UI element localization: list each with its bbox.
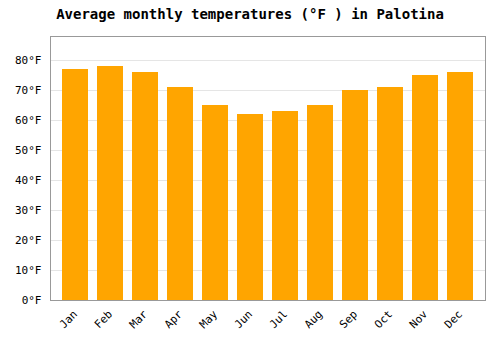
svg-text:May: May [197,307,221,331]
svg-text:Dec: Dec [442,308,465,331]
svg-text:Apr: Apr [162,307,186,331]
svg-text:0°F: 0°F [22,294,42,307]
svg-text:Jul: Jul [267,308,290,331]
svg-text:10°F: 10°F [15,264,42,277]
svg-text:Feb: Feb [92,308,115,331]
svg-text:Mar: Mar [127,307,151,331]
svg-text:50°F: 50°F [15,144,42,157]
svg-text:60°F: 60°F [15,114,42,127]
svg-text:Nov: Nov [407,307,431,331]
svg-text:Oct: Oct [372,308,395,331]
svg-text:Jun: Jun [232,308,255,331]
svg-text:40°F: 40°F [15,174,42,187]
svg-text:80°F: 80°F [15,54,42,67]
svg-text:20°F: 20°F [15,234,42,247]
svg-text:Jan: Jan [57,308,80,331]
html-text:Average monthly temperatures (: Average monthly temperatures (°F ) in Pa… [56,6,444,22]
svg-text:Sep: Sep [337,308,360,331]
svg-text:30°F: 30°F [15,204,42,217]
svg-text:70°F: 70°F [15,84,42,97]
svg-text:Aug: Aug [302,308,325,331]
